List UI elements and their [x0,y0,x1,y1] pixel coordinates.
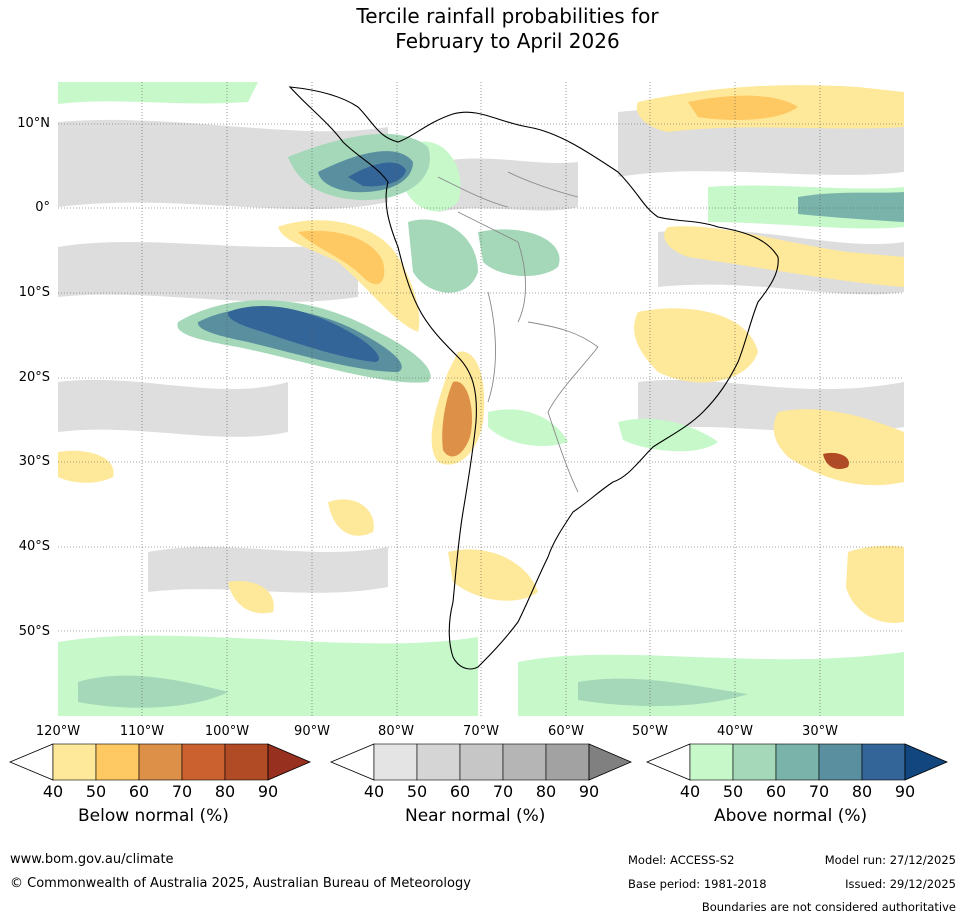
legend-near-colorbar [329,743,633,781]
near-swatch-50 [373,743,418,781]
near-tick-40: 40 [363,782,385,801]
below-tick-40: 40 [42,782,64,801]
boundaries-disclaimer: Boundaries are not considered authoritat… [701,900,956,914]
lat-label-40s: 40°S [18,539,50,554]
lon-label-120w: 120°W [35,724,81,739]
lat-label-0: 0° [35,200,50,215]
legend-above-normal [645,742,949,782]
near-tick-70: 70 [492,782,514,801]
lon-label-60w: 60°W [548,724,584,739]
country-borders [437,171,599,493]
website-link[interactable]: www.bom.gov.au/climate [10,852,174,867]
lon-label-90w: 90°W [294,724,330,739]
below-tick-60: 60 [128,782,150,801]
above-swatch-60 [732,743,777,781]
rainfall-probability-map[interactable] [58,82,904,716]
title-line-2: February to April 2026 [395,29,620,53]
above-tick-40: 40 [679,782,701,801]
near-tick-60: 60 [449,782,471,801]
legend-below-colorbar [8,743,312,781]
near-swatch-70 [459,743,504,781]
near-tick-50: 50 [406,782,428,801]
near-swatch-max [588,743,633,781]
lon-label-50w: 50°W [632,724,668,739]
above-swatch-max [904,743,949,781]
legend-below-title: Below normal (%) [78,806,229,826]
above-normal-regions [58,82,904,716]
base-period: Base period: 1981-2018 [628,877,767,891]
map-canvas [58,82,904,716]
map-title: Tercile rainfall probabilities for Febru… [0,4,965,54]
below-swatch-60 [95,743,140,781]
below-swatch-70 [138,743,183,781]
legend-near-title: Near normal (%) [405,806,546,826]
legend-above-colorbar [645,743,949,781]
model-name: Model: ACCESS-S2 [628,853,735,867]
issued-date: Issued: 29/12/2025 [845,877,956,891]
above-tick-60: 60 [765,782,787,801]
below-swatch-50 [52,743,97,781]
lat-label-10n: 10°N [17,116,50,131]
below-normal-regions [58,85,904,623]
above-tick-50: 50 [722,782,744,801]
graticule [58,82,904,716]
below-tick-70: 70 [171,782,193,801]
title-line-1: Tercile rainfall probabilities for [356,4,659,28]
above-swatch-70 [775,743,820,781]
near-swatch-60 [416,743,461,781]
lat-label-20s: 20°S [18,370,50,385]
lon-label-110w: 110°W [119,724,165,739]
lat-label-50s: 50°S [18,624,50,639]
near-swatch-80 [502,743,547,781]
above-tick-90: 90 [894,782,916,801]
below-tick-90: 90 [257,782,279,801]
near-tick-90: 90 [578,782,600,801]
near-swatch-90 [545,743,590,781]
above-swatch-80 [818,743,863,781]
below-tick-50: 50 [85,782,107,801]
lon-label-70w: 70°W [463,724,499,739]
lon-label-80w: 80°W [378,724,414,739]
below-swatch-80 [181,743,226,781]
lat-label-10s: 10°S [18,285,50,300]
legend-below-normal [8,742,312,782]
near-tick-80: 80 [535,782,557,801]
lon-label-30w: 30°W [802,724,838,739]
model-run: Model run: 27/12/2025 [824,853,956,867]
above-swatch-90 [861,743,906,781]
lon-label-40w: 40°W [717,724,753,739]
lon-label-100w: 100°W [204,724,250,739]
below-swatch-90 [224,743,269,781]
below-swatch-max [267,743,312,781]
above-tick-80: 80 [851,782,873,801]
lat-label-30s: 30°S [18,454,50,469]
south-america-coastline [288,86,779,670]
above-tick-70: 70 [808,782,830,801]
legend-near-normal [329,742,633,782]
above-swatch-50 [689,743,734,781]
copyright-text: © Commonwealth of Australia 2025, Austra… [10,876,471,891]
legend-above-title: Above normal (%) [714,806,868,826]
below-tick-80: 80 [214,782,236,801]
